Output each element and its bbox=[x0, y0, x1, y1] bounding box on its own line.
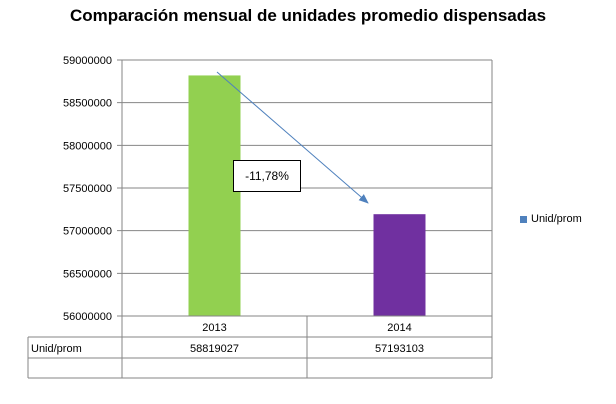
table-row-label: Unid/prom bbox=[31, 343, 82, 355]
y-tick-label: 57000000 bbox=[63, 226, 112, 238]
table-value: 57193103 bbox=[375, 343, 424, 355]
y-tick-label: 59000000 bbox=[63, 55, 112, 67]
y-tick-label: 57500000 bbox=[63, 183, 112, 195]
chart-title: Comparación mensual de unidades promedio… bbox=[69, 6, 547, 25]
x-tick-label: 2014 bbox=[387, 322, 411, 334]
table-value: 58819027 bbox=[190, 343, 239, 355]
bar-2013 bbox=[188, 75, 241, 317]
legend-label: Unid/prom bbox=[531, 213, 582, 225]
y-tick-label: 58500000 bbox=[63, 98, 112, 110]
x-tick-label: 2013 bbox=[202, 322, 226, 334]
bar-2014 bbox=[373, 214, 426, 316]
y-tick-label: 58000000 bbox=[63, 140, 112, 152]
y-tick-label: 56500000 bbox=[63, 268, 112, 280]
legend-swatch bbox=[520, 215, 527, 223]
change-annotation: -11,78% bbox=[233, 160, 301, 192]
y-tick-label: 56000000 bbox=[63, 311, 112, 323]
change-annotation-text: -11,78% bbox=[245, 169, 289, 183]
trend-arrow bbox=[216, 71, 369, 204]
legend: Unid/prom bbox=[520, 213, 582, 225]
